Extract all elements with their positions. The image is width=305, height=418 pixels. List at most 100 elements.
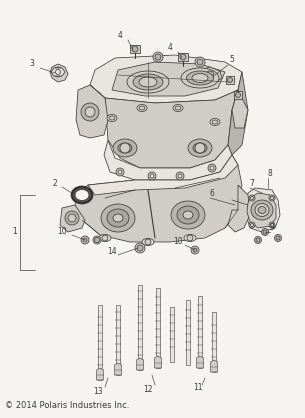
- Circle shape: [180, 54, 186, 60]
- Ellipse shape: [184, 234, 196, 242]
- Circle shape: [191, 246, 199, 254]
- Ellipse shape: [183, 211, 193, 219]
- Circle shape: [132, 46, 138, 52]
- Ellipse shape: [109, 116, 115, 120]
- Polygon shape: [170, 307, 174, 362]
- Circle shape: [155, 54, 161, 60]
- Circle shape: [228, 77, 232, 82]
- Polygon shape: [90, 85, 238, 168]
- Polygon shape: [116, 305, 120, 375]
- Ellipse shape: [186, 71, 213, 85]
- Circle shape: [250, 196, 253, 199]
- Ellipse shape: [255, 204, 269, 217]
- Circle shape: [102, 235, 108, 241]
- Polygon shape: [112, 62, 225, 96]
- Circle shape: [269, 195, 275, 201]
- Ellipse shape: [99, 234, 111, 242]
- Ellipse shape: [192, 74, 208, 82]
- Circle shape: [120, 143, 130, 153]
- Polygon shape: [178, 53, 188, 61]
- Polygon shape: [198, 296, 202, 368]
- Ellipse shape: [101, 204, 135, 232]
- Circle shape: [235, 92, 241, 97]
- Circle shape: [145, 239, 151, 245]
- Circle shape: [148, 172, 156, 180]
- Circle shape: [193, 248, 197, 252]
- Polygon shape: [76, 85, 108, 138]
- Ellipse shape: [171, 201, 205, 229]
- Polygon shape: [196, 356, 203, 368]
- Circle shape: [261, 229, 268, 235]
- Ellipse shape: [113, 214, 123, 222]
- Ellipse shape: [173, 104, 183, 112]
- Circle shape: [249, 222, 255, 228]
- Polygon shape: [114, 363, 121, 375]
- Text: 3: 3: [30, 59, 34, 69]
- Ellipse shape: [133, 74, 163, 90]
- Circle shape: [85, 107, 95, 117]
- Circle shape: [53, 67, 63, 77]
- Circle shape: [210, 166, 214, 170]
- Circle shape: [116, 168, 124, 176]
- Circle shape: [254, 237, 261, 244]
- Text: 13: 13: [93, 387, 103, 397]
- Polygon shape: [51, 68, 65, 76]
- Text: 4: 4: [117, 31, 122, 39]
- Text: 7: 7: [249, 179, 254, 189]
- Ellipse shape: [75, 189, 89, 201]
- Polygon shape: [232, 90, 248, 128]
- Circle shape: [271, 196, 274, 199]
- Polygon shape: [198, 67, 222, 83]
- Ellipse shape: [139, 77, 157, 87]
- Circle shape: [269, 222, 275, 228]
- Ellipse shape: [127, 71, 169, 93]
- Circle shape: [153, 52, 163, 62]
- Ellipse shape: [251, 200, 273, 220]
- Text: 14: 14: [107, 247, 117, 257]
- Circle shape: [249, 195, 255, 201]
- Ellipse shape: [142, 239, 154, 245]
- Ellipse shape: [188, 139, 212, 157]
- Circle shape: [83, 238, 87, 242]
- Ellipse shape: [258, 206, 266, 214]
- Polygon shape: [156, 288, 160, 368]
- Ellipse shape: [181, 68, 219, 88]
- Circle shape: [150, 174, 154, 178]
- Polygon shape: [50, 64, 68, 82]
- Circle shape: [137, 245, 143, 251]
- Text: 12: 12: [143, 385, 153, 395]
- Circle shape: [187, 235, 193, 241]
- Text: 8: 8: [267, 168, 272, 178]
- Ellipse shape: [107, 209, 129, 227]
- Text: 10: 10: [173, 237, 183, 247]
- Text: © 2014 Polaris Industries Inc.: © 2014 Polaris Industries Inc.: [5, 401, 129, 410]
- Circle shape: [176, 172, 184, 180]
- Polygon shape: [226, 76, 234, 84]
- Text: 9: 9: [270, 224, 274, 232]
- Text: 4: 4: [167, 43, 172, 51]
- Polygon shape: [234, 91, 242, 99]
- Polygon shape: [130, 45, 140, 53]
- Circle shape: [208, 164, 216, 172]
- Polygon shape: [228, 185, 250, 232]
- Text: 11: 11: [193, 383, 203, 393]
- Ellipse shape: [137, 104, 147, 112]
- Circle shape: [81, 236, 89, 244]
- Ellipse shape: [71, 186, 93, 204]
- Polygon shape: [60, 205, 85, 232]
- Circle shape: [274, 234, 282, 242]
- Circle shape: [195, 143, 205, 153]
- Polygon shape: [88, 155, 238, 195]
- Circle shape: [271, 224, 274, 227]
- Polygon shape: [247, 193, 276, 228]
- Ellipse shape: [113, 139, 137, 157]
- Circle shape: [95, 237, 99, 242]
- Circle shape: [197, 59, 203, 65]
- Circle shape: [195, 57, 205, 67]
- Circle shape: [256, 238, 260, 242]
- Polygon shape: [90, 55, 242, 103]
- Circle shape: [68, 214, 76, 222]
- Circle shape: [65, 211, 79, 225]
- Circle shape: [263, 230, 267, 234]
- Ellipse shape: [107, 115, 117, 122]
